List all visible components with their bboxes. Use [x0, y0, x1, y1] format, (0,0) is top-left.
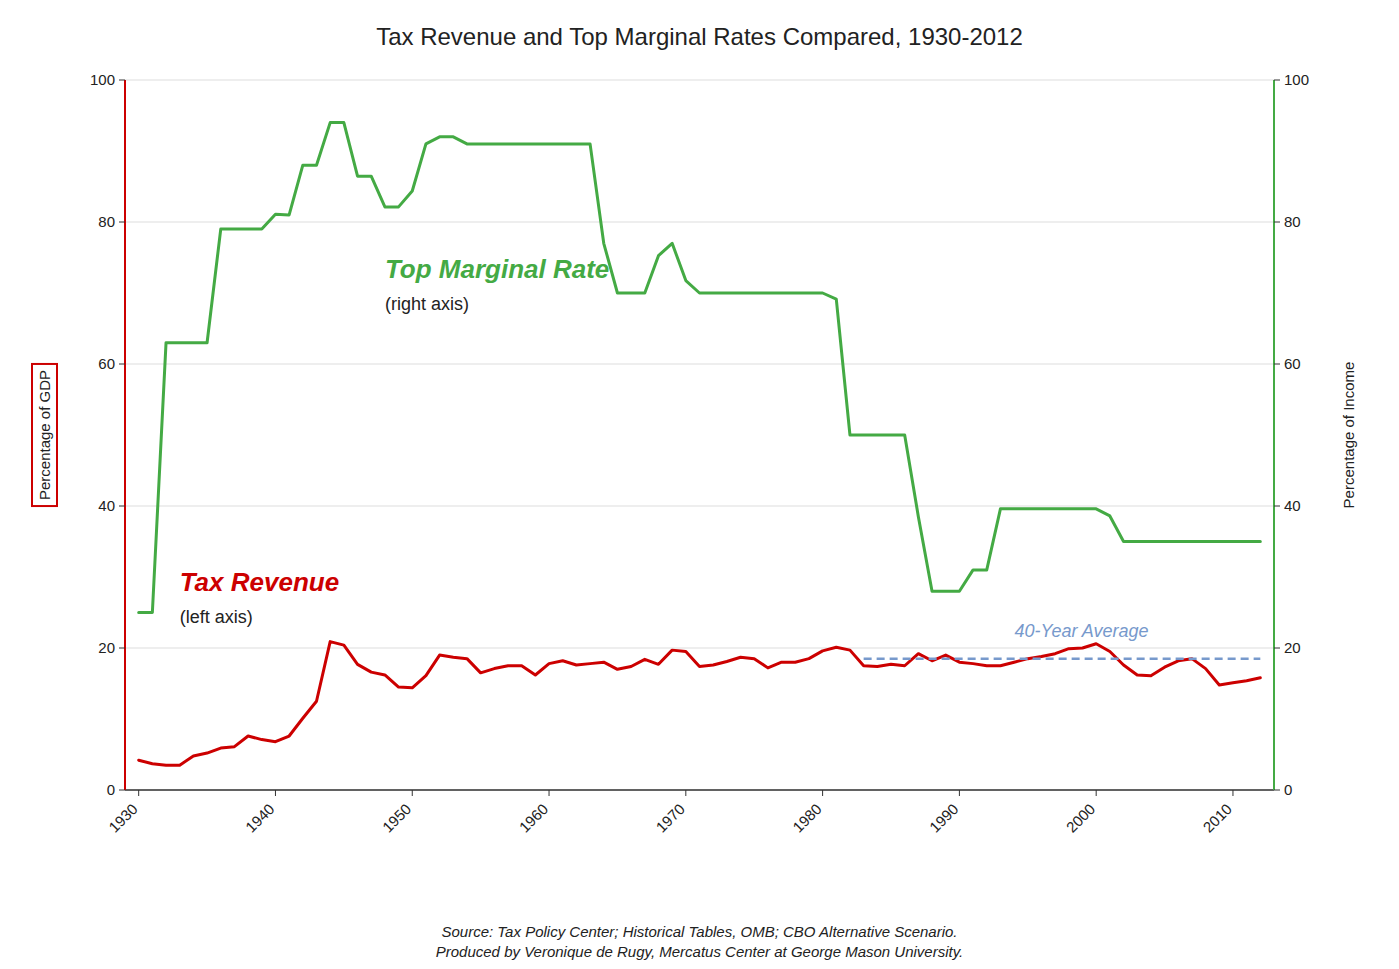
y-tick	[119, 222, 125, 223]
x-tick	[412, 790, 413, 796]
y2-tick-label: 100	[1284, 71, 1309, 88]
x-axis-line	[125, 789, 1274, 791]
series-label: Tax Revenue	[180, 567, 339, 597]
y-axis-line	[124, 80, 126, 790]
annotation: (left axis)	[180, 607, 253, 627]
y-tick-label: 20	[98, 639, 115, 656]
source-text: Source: Tax Policy Center; Historical Ta…	[436, 923, 963, 960]
x-tick	[1232, 790, 1233, 796]
y-axis-title-group: Percentage of GDP	[32, 364, 57, 506]
y-tick	[119, 648, 125, 649]
y-tick	[119, 790, 125, 791]
y2-tick-label: 20	[1284, 639, 1301, 656]
grid-line	[125, 506, 1274, 507]
grid-line	[125, 364, 1274, 365]
grid	[125, 80, 1274, 790]
y2-tick	[1274, 80, 1280, 81]
y2-tick	[1274, 364, 1280, 365]
x-tick	[275, 790, 276, 796]
x-tick-label: 2010	[1199, 800, 1235, 836]
grid-line	[125, 222, 1274, 223]
y2-axis-line	[1273, 80, 1275, 790]
x-tick-label: 1970	[652, 800, 688, 836]
source-line: Source: Tax Policy Center; Historical Ta…	[441, 923, 957, 940]
source-line: Produced by Veronique de Rugy, Mercatus …	[436, 943, 963, 960]
y-tick	[119, 506, 125, 507]
y-tick	[119, 364, 125, 365]
axes: 1930194019501960197019801990200020100204…	[90, 71, 1309, 836]
x-tick-label: 1950	[379, 800, 415, 836]
annotation: (right axis)	[385, 294, 469, 314]
x-tick-label: 1990	[926, 800, 962, 836]
y-tick-label: 80	[98, 213, 115, 230]
series-line	[139, 123, 1261, 613]
y2-tick	[1274, 222, 1280, 223]
y-tick-label: 100	[90, 71, 115, 88]
y2-tick	[1274, 790, 1280, 791]
grid-line	[125, 790, 1274, 791]
series-label: Top Marginal Rate	[385, 254, 609, 284]
x-tick-label: 1980	[789, 800, 825, 836]
title: Tax Revenue and Top Marginal Rates Compa…	[376, 23, 1023, 50]
chart: 1930194019501960197019801990200020100204…	[0, 0, 1399, 969]
y2-tick-label: 80	[1284, 213, 1301, 230]
series-label: 40-Year Average	[1014, 621, 1148, 641]
x-tick	[685, 790, 686, 796]
annotations: Tax Revenue (left axis) Top Marginal Rate (…	[180, 254, 1149, 641]
x-tick	[1096, 790, 1097, 796]
series-line	[864, 657, 1261, 660]
x-tick-label: 1930	[105, 800, 141, 836]
y2-tick	[1274, 506, 1280, 507]
y-tick-label: 60	[98, 355, 115, 372]
grid-line	[125, 80, 1274, 81]
series-line	[139, 642, 1261, 766]
y-tick-label: 0	[107, 781, 115, 798]
x-tick-label: 1960	[516, 800, 552, 836]
y-axis-title: Percentage of GDP	[36, 370, 53, 500]
x-tick	[822, 790, 823, 796]
y-axis-title-box	[32, 364, 57, 506]
y2-tick	[1274, 648, 1280, 649]
x-tick	[549, 790, 550, 796]
y2-axis-title: Percentage of Income	[1340, 362, 1357, 509]
y2-tick-label: 0	[1284, 781, 1292, 798]
y-tick-label: 40	[98, 497, 115, 514]
source: Source: Tax Policy Center; Historical Ta…	[436, 923, 963, 960]
x-tick	[959, 790, 960, 796]
x-tick-label: 1940	[242, 800, 278, 836]
y2-tick-label: 60	[1284, 355, 1301, 372]
x-tick	[138, 790, 139, 796]
plot-area	[139, 123, 1261, 766]
x-tick-label: 2000	[1063, 800, 1099, 836]
y-tick	[119, 80, 125, 81]
y2-tick-label: 40	[1284, 497, 1301, 514]
